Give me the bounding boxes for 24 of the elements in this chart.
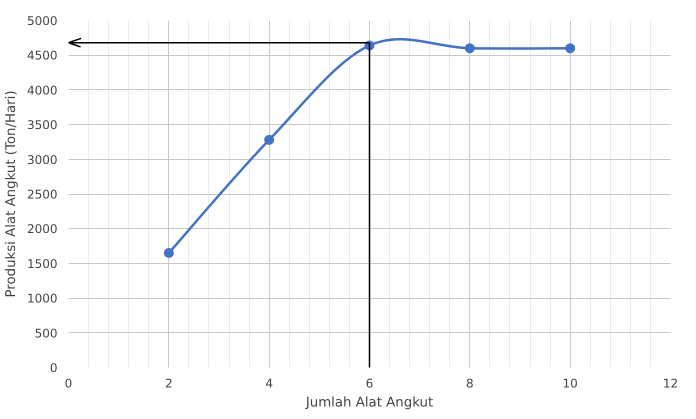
x-tick-label: 2 — [165, 376, 173, 390]
point — [164, 248, 174, 258]
y-tick-label: 1000 — [26, 292, 58, 306]
x-tick-label: 0 — [64, 376, 72, 390]
x-tick-label: 10 — [562, 376, 578, 390]
y-axis-title: Produksi Alat Angkut (Ton/Hari) — [4, 90, 19, 298]
y-tick-label: 500 — [34, 326, 58, 340]
x-tick-label: 4 — [265, 376, 273, 390]
y-tick-label: 3500 — [26, 118, 58, 132]
x-tick-label: 12 — [662, 376, 678, 390]
y-tick-label: 3000 — [26, 152, 58, 167]
x-axis-title: Jumlah Alat Angkut — [304, 396, 434, 410]
y-tick-label: 1500 — [26, 256, 58, 271]
y-tick-label: 0 — [50, 361, 58, 375]
point — [565, 43, 576, 54]
x-tick-label: 6 — [366, 376, 374, 390]
y-tick-label: 5000 — [26, 14, 58, 28]
y-tick-label: 4000 — [26, 83, 58, 98]
x-tick-label: 8 — [466, 376, 474, 390]
y-tick-label: 4500 — [26, 48, 58, 63]
y-tick-label: 2500 — [26, 188, 58, 202]
y-tick-label: 2000 — [26, 222, 58, 236]
point — [264, 134, 274, 145]
point — [464, 43, 475, 54]
